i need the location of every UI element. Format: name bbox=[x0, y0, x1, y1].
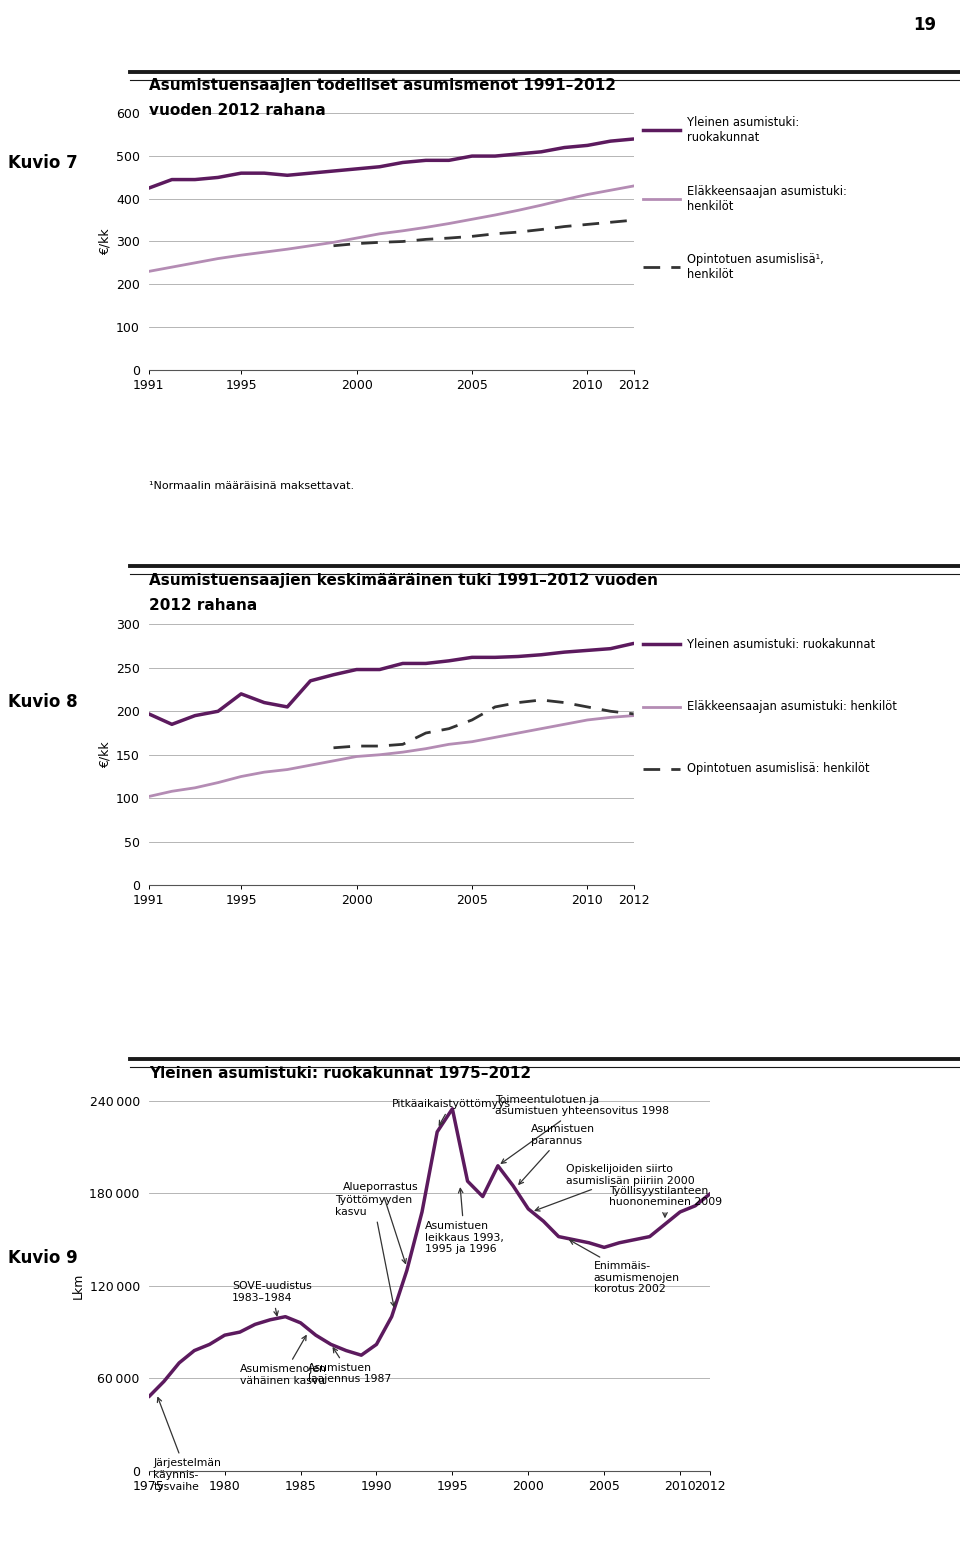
Text: Asumistuen
parannus: Asumistuen parannus bbox=[519, 1124, 595, 1185]
Text: Asumismenojen
vähäinen kasvu: Asumismenojen vähäinen kasvu bbox=[240, 1336, 326, 1385]
Text: Enimmäis-
asumismenojen
korotus 2002: Enimmäis- asumismenojen korotus 2002 bbox=[570, 1241, 680, 1295]
Y-axis label: Lkm: Lkm bbox=[72, 1273, 85, 1298]
Text: Pitkäaikaistyöttömyys: Pitkäaikaistyöttömyys bbox=[392, 1100, 511, 1126]
Text: Toimeentulotuen ja
asumistuen yhteensovitus 1998: Toimeentulotuen ja asumistuen yhteensovi… bbox=[494, 1095, 669, 1163]
Text: Opintotuen asumislisä: henkilöt: Opintotuen asumislisä: henkilöt bbox=[687, 763, 870, 775]
Text: ¹Normaalin määräisinä maksettavat.: ¹Normaalin määräisinä maksettavat. bbox=[149, 481, 354, 491]
Text: Yleinen asumistuki: ruokakunnat 1975–2012: Yleinen asumistuki: ruokakunnat 1975–201… bbox=[149, 1065, 531, 1081]
Text: Opiskelijoiden siirto
asumislisän piiriin 2000: Opiskelijoiden siirto asumislisän piirii… bbox=[536, 1165, 695, 1211]
Text: Työllisyystilanteen
huononeminen 2009: Työllisyystilanteen huononeminen 2009 bbox=[609, 1186, 722, 1218]
Text: Yleinen asumistuki:
ruokakunnat: Yleinen asumistuki: ruokakunnat bbox=[687, 116, 800, 144]
Text: Työttömyyden
kasvu: Työttömyyden kasvu bbox=[335, 1194, 413, 1306]
Text: Asumistuensaajien keskimääräinen tuki 1991–2012 vuoden: Asumistuensaajien keskimääräinen tuki 19… bbox=[149, 573, 658, 589]
Text: Asumistuen
laajennus 1987: Asumistuen laajennus 1987 bbox=[308, 1348, 392, 1384]
Text: Kuvio 7: Kuvio 7 bbox=[8, 154, 78, 172]
Text: 2012 rahana: 2012 rahana bbox=[149, 598, 257, 613]
Y-axis label: €/kk: €/kk bbox=[99, 228, 111, 255]
Text: Kuvio 8: Kuvio 8 bbox=[8, 693, 78, 711]
Text: Yleinen asumistuki: ruokakunnat: Yleinen asumistuki: ruokakunnat bbox=[687, 638, 876, 651]
Text: Järjestelmän
käynnis-
tysvaihe: Järjestelmän käynnis- tysvaihe bbox=[154, 1398, 221, 1491]
Text: Eläkkeensaajan asumistuki: henkilöt: Eläkkeensaajan asumistuki: henkilöt bbox=[687, 700, 898, 713]
Text: Eläkkeensaajan asumistuki:
henkilöt: Eläkkeensaajan asumistuki: henkilöt bbox=[687, 185, 848, 213]
Text: vuoden 2012 rahana: vuoden 2012 rahana bbox=[149, 102, 325, 118]
Text: SOVE-uudistus
1983–1984: SOVE-uudistus 1983–1984 bbox=[232, 1281, 312, 1315]
Text: Asumistuen
leikkaus 1993,
1995 ja 1996: Asumistuen leikkaus 1993, 1995 ja 1996 bbox=[425, 1188, 504, 1255]
Text: 19: 19 bbox=[913, 16, 936, 34]
Text: Kuvio 9: Kuvio 9 bbox=[8, 1249, 78, 1267]
Y-axis label: €/kk: €/kk bbox=[99, 741, 111, 769]
Text: Alueporrastus: Alueporrastus bbox=[343, 1182, 419, 1264]
Text: Asumistuensaajien todelliset asumismenot 1991–2012: Asumistuensaajien todelliset asumismenot… bbox=[149, 78, 615, 93]
Text: Opintotuen asumislisä¹,
henkilöt: Opintotuen asumislisä¹, henkilöt bbox=[687, 253, 824, 281]
